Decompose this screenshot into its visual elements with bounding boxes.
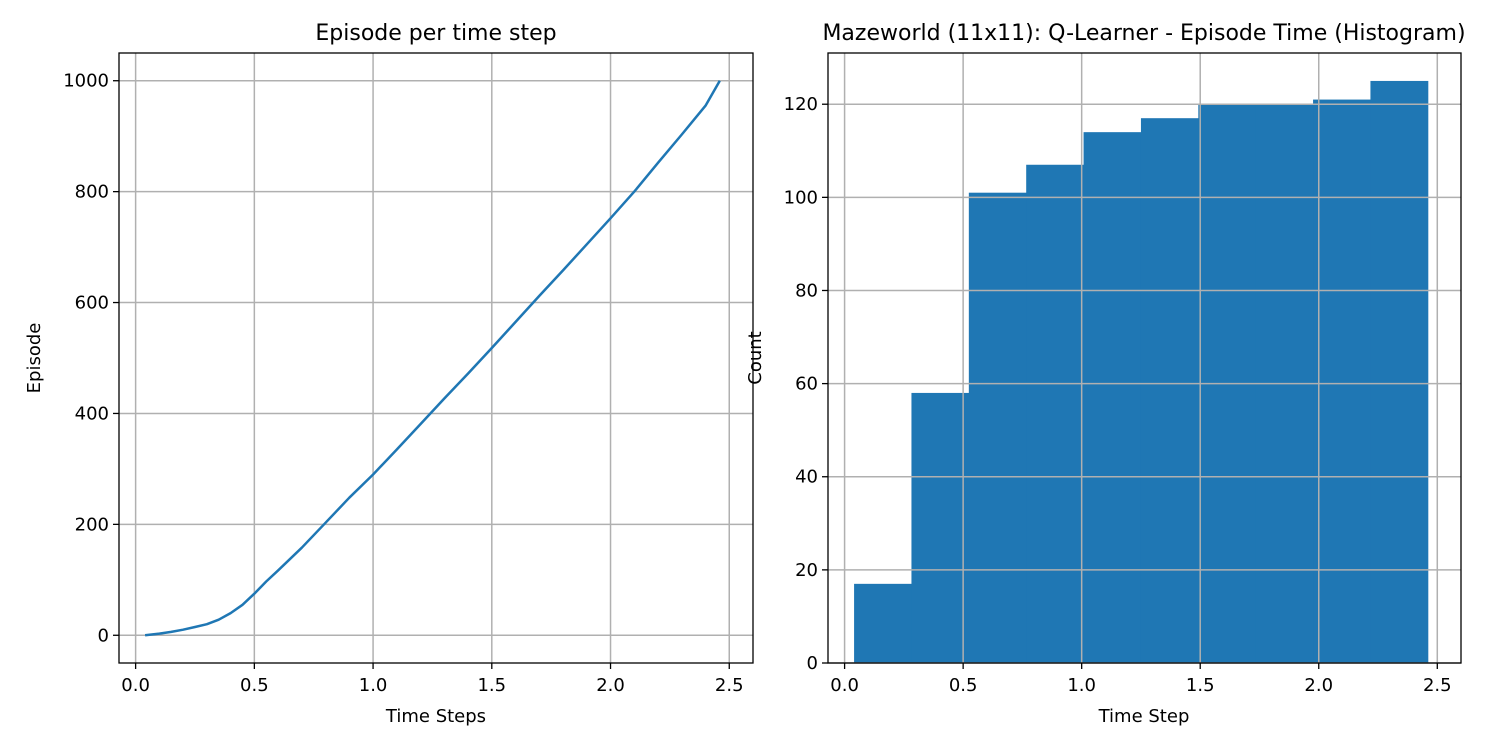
line-chart-axes-frame — [118, 52, 754, 664]
line-chart: Episode per time step Time Steps Episode… — [24, 21, 754, 727]
line-chart-series — [144, 80, 721, 637]
histogram-bar — [1313, 99, 1371, 664]
histogram-x-tick-label: 1.0 — [1067, 675, 1096, 696]
histogram-bar — [968, 192, 1027, 664]
line-chart-x-tick-label: 0.5 — [240, 675, 269, 696]
histogram-bar — [1370, 80, 1429, 663]
histogram-y-axis-label: Count — [745, 331, 766, 384]
line-chart-x-tick-label: 1.5 — [477, 675, 506, 696]
line-chart-gridlines — [119, 53, 753, 663]
histogram-bar — [911, 392, 970, 663]
line-chart-x-tick-label: 0.0 — [121, 675, 150, 696]
histogram-gridlines — [828, 53, 1461, 664]
line-chart-title: Episode per time step — [315, 21, 556, 46]
line-chart-y-tick-label: 400 — [75, 403, 109, 424]
line-chart-y-tick-label: 1000 — [63, 71, 109, 92]
histogram-ticks: 0.0 0.5 1.0 1.5 2.0 2.5 0 20 40 60 80 100 120 — [784, 94, 1452, 696]
histogram-y-tick-label: 100 — [784, 187, 818, 208]
histogram-chart: Mazeworld (11x11): Q-Learner - Episode T… — [745, 21, 1466, 727]
line-chart-x-axis-label: Time Steps — [385, 706, 486, 727]
histogram-x-tick-label: 0.5 — [949, 675, 978, 696]
histogram-y-tick-label: 40 — [795, 467, 818, 488]
line-chart-y-axis-label: Episode — [24, 323, 45, 394]
line-chart-y-tick-label: 800 — [75, 182, 109, 203]
histogram-x-tick-label: 2.0 — [1304, 675, 1333, 696]
histogram-y-tick-label: 120 — [784, 94, 818, 115]
line-series — [144, 80, 721, 637]
histogram-bar — [854, 583, 912, 663]
line-chart-ticks: 0.0 0.5 1.0 1.5 2.0 2.5 0 200 400 600 800 1000 — [63, 71, 743, 696]
line-chart-x-tick-label: 1.0 — [359, 675, 388, 696]
histogram-y-tick-label: 80 — [795, 280, 818, 301]
histogram-bar — [1083, 132, 1142, 664]
line-chart-x-tick-label: 2.5 — [715, 675, 744, 696]
histogram-y-tick-label: 20 — [795, 560, 818, 581]
histogram-x-tick-label: 0.0 — [830, 675, 859, 696]
histogram-bar — [1140, 118, 1199, 663]
histogram-bar — [1026, 164, 1085, 663]
histogram-x-tick-label: 2.5 — [1423, 675, 1452, 696]
histogram-axes-frame — [827, 52, 1462, 664]
histogram-x-tick-label: 1.5 — [1186, 675, 1215, 696]
line-chart-y-tick-label: 200 — [75, 514, 109, 535]
histogram-y-tick-label: 60 — [795, 374, 818, 395]
line-chart-y-tick-label: 0 — [98, 625, 109, 646]
line-chart-y-tick-label: 600 — [75, 293, 109, 314]
histogram-title: Mazeworld (11x11): Q-Learner - Episode T… — [822, 21, 1465, 46]
line-chart-x-tick-label: 2.0 — [596, 675, 625, 696]
histogram-x-axis-label: Time Step — [1098, 706, 1190, 727]
histogram-y-tick-label: 0 — [807, 653, 818, 674]
